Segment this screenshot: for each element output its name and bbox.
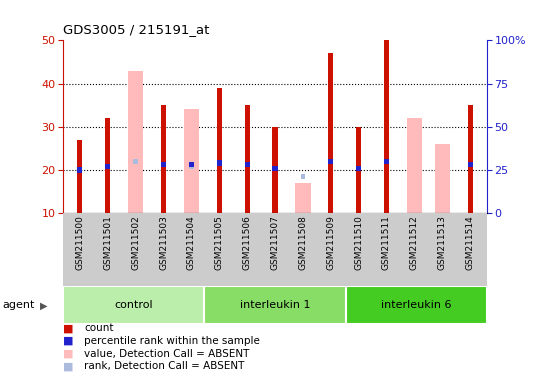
Text: percentile rank within the sample: percentile rank within the sample (84, 336, 260, 346)
Text: GSM211500: GSM211500 (75, 215, 85, 270)
Bar (189, 162, 194, 167)
Text: GSM211509: GSM211509 (326, 215, 335, 270)
Text: GSM211508: GSM211508 (298, 215, 307, 270)
Bar (78, 140, 82, 213)
Bar (328, 53, 333, 213)
Text: interleukin 1: interleukin 1 (240, 300, 310, 310)
Bar (78, 167, 82, 172)
Bar (63, 286, 205, 324)
Bar (356, 127, 361, 213)
Bar (328, 159, 333, 164)
Bar (384, 159, 389, 164)
Text: GSM211504: GSM211504 (187, 215, 196, 270)
Text: GSM211510: GSM211510 (354, 215, 363, 270)
Bar (295, 183, 311, 213)
Text: interleukin 6: interleukin 6 (381, 300, 452, 310)
Bar (272, 166, 278, 171)
Bar (384, 40, 389, 213)
Text: GSM211514: GSM211514 (465, 215, 475, 270)
Text: GSM211506: GSM211506 (243, 215, 252, 270)
Text: ■: ■ (63, 323, 74, 333)
Bar (184, 109, 199, 213)
Text: ■: ■ (63, 336, 74, 346)
Bar (356, 166, 361, 171)
Text: GSM211513: GSM211513 (438, 215, 447, 270)
Bar (301, 174, 305, 179)
Bar (189, 164, 194, 169)
Text: ▶: ▶ (40, 300, 48, 310)
Text: GSM211507: GSM211507 (271, 215, 279, 270)
Text: GSM211511: GSM211511 (382, 215, 391, 270)
Text: control: control (114, 300, 153, 310)
Bar (345, 286, 487, 324)
Bar (434, 144, 450, 213)
Bar (205, 286, 345, 324)
Text: agent: agent (3, 300, 35, 310)
Text: GDS3005 / 215191_at: GDS3005 / 215191_at (63, 23, 210, 36)
Bar (468, 105, 472, 213)
Bar (128, 71, 144, 213)
Text: ■: ■ (63, 361, 74, 371)
Bar (272, 127, 278, 213)
Text: GSM211501: GSM211501 (103, 215, 112, 270)
Bar (105, 164, 111, 169)
Bar (161, 162, 166, 167)
Text: value, Detection Call = ABSENT: value, Detection Call = ABSENT (84, 349, 250, 359)
Text: rank, Detection Call = ABSENT: rank, Detection Call = ABSENT (84, 361, 245, 371)
Bar (245, 105, 250, 213)
Text: GSM211502: GSM211502 (131, 215, 140, 270)
Text: GSM211505: GSM211505 (215, 215, 224, 270)
Bar (105, 118, 111, 213)
Bar (161, 105, 166, 213)
Bar (217, 88, 222, 213)
Text: GSM211512: GSM211512 (410, 215, 419, 270)
Bar (406, 118, 422, 213)
Bar (468, 162, 472, 167)
Text: count: count (84, 323, 114, 333)
Text: GSM211503: GSM211503 (159, 215, 168, 270)
Bar (134, 159, 138, 164)
Bar (217, 161, 222, 166)
Bar (245, 162, 250, 167)
Text: ■: ■ (63, 349, 74, 359)
